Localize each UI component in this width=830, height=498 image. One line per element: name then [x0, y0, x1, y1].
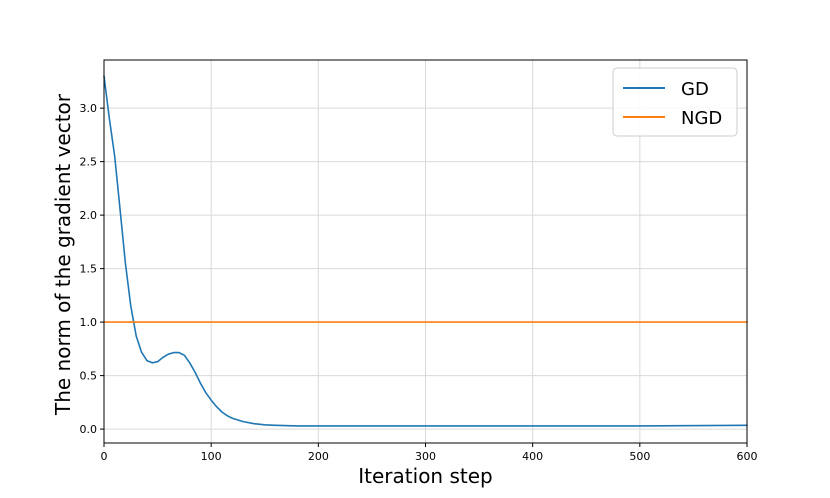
- x-tick-label: 100: [201, 450, 222, 463]
- x-tick-label: 200: [308, 450, 329, 463]
- legend: GD NGD: [612, 67, 738, 137]
- series-lines: [103, 75, 748, 427]
- y-tick-label: 0.0: [80, 423, 98, 436]
- y-tick-label: 1.5: [80, 263, 98, 276]
- y-axis-label: The norm of the gradient vector: [51, 93, 75, 416]
- y-tick-label: 0.5: [80, 370, 98, 383]
- axis-ticks: 0 100 200 300 400 500 600 0.0 0.5 1.0 1.5 2.0 2.5 3.0: [80, 102, 758, 463]
- legend-label-gd: GD: [681, 79, 709, 100]
- x-tick-label: 300: [415, 450, 436, 463]
- y-tick-label: 2.5: [80, 156, 98, 169]
- series-line-gd: [103, 75, 748, 427]
- legend-label-ngd: NGD: [681, 108, 722, 129]
- y-tick-label: 1.0: [80, 316, 98, 329]
- x-tick-label: 600: [737, 450, 758, 463]
- y-tick-label: 3.0: [80, 102, 98, 115]
- x-tick-label: 500: [629, 450, 650, 463]
- x-tick-label: 0: [101, 450, 108, 463]
- x-tick-label: 400: [522, 450, 543, 463]
- legend-box: [612, 67, 738, 137]
- x-axis-label: Iteration step: [358, 464, 492, 488]
- y-tick-label: 2.0: [80, 209, 98, 222]
